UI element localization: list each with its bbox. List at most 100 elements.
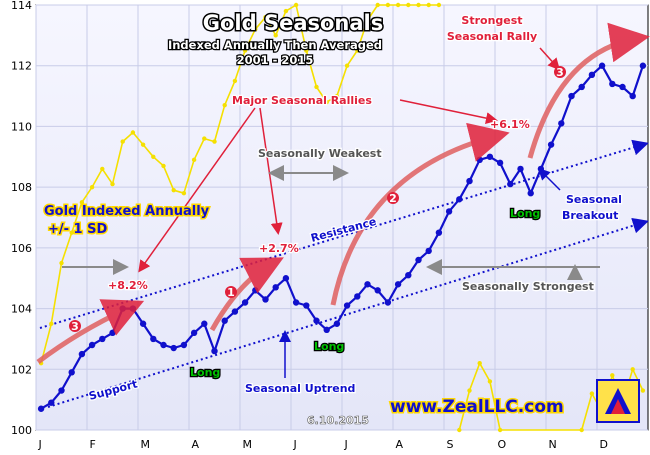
data-point	[252, 287, 259, 294]
data-point	[221, 317, 228, 324]
data-point	[170, 344, 177, 352]
data-point	[467, 388, 472, 393]
x-tick-label: A	[396, 438, 404, 451]
seasonally-weakest-label: Seasonally Weakest	[258, 147, 382, 160]
data-point	[253, 27, 258, 32]
data-point	[59, 260, 64, 266]
y-tick-label: 114	[11, 0, 32, 12]
data-point	[88, 341, 96, 349]
data-point	[201, 320, 208, 327]
data-point	[130, 130, 136, 135]
data-point	[374, 287, 381, 294]
pointer-rally-1	[138, 107, 256, 273]
data-point	[68, 369, 75, 376]
data-point	[579, 427, 584, 433]
data-point	[303, 302, 310, 309]
x-tick-label: A	[192, 438, 200, 451]
y-tick-label: 104	[11, 303, 32, 316]
x-tick-label: J	[293, 438, 297, 451]
data-point	[37, 405, 45, 412]
pointer-rally-3	[399, 99, 498, 125]
legend-gold-label: Gold Indexed Annually	[44, 204, 210, 219]
data-point	[610, 373, 615, 378]
data-point	[547, 141, 555, 148]
data-point	[171, 187, 176, 193]
x-tick-label: J	[38, 438, 42, 451]
data-point	[639, 62, 647, 69]
breakout-pointer	[537, 167, 561, 191]
data-point	[181, 191, 187, 196]
data-point	[354, 293, 361, 300]
data-point	[212, 139, 217, 144]
seasonal-breakout-label-1: Seasonal	[566, 193, 622, 206]
badge-2: 2	[387, 192, 399, 205]
data-point	[457, 427, 462, 433]
rally-arc-4	[527, 22, 650, 159]
x-tick-label: M	[141, 438, 151, 451]
data-point	[140, 142, 146, 147]
data-point	[496, 159, 504, 167]
data-point	[406, 2, 411, 8]
pct-label-1: +8.2%	[108, 279, 148, 292]
data-point	[609, 80, 616, 88]
data-point	[272, 284, 279, 291]
data-point	[110, 181, 115, 187]
data-point	[436, 2, 442, 8]
seasonally-strongest-label: Seasonally Strongest	[462, 280, 594, 293]
strongest-rally-label-1: Strongest	[461, 14, 522, 27]
data-point	[394, 281, 402, 288]
pct-label-3: +6.1%	[490, 118, 530, 131]
data-point	[466, 177, 473, 185]
data-point	[415, 256, 422, 264]
data-point	[629, 92, 636, 100]
badge-3a: 3	[69, 320, 81, 333]
data-point	[69, 230, 74, 235]
badge-1: 1	[225, 286, 237, 299]
data-point	[445, 208, 453, 215]
x-tick-label: J	[344, 438, 348, 451]
data-point	[78, 350, 86, 358]
x-tick-label: N	[549, 438, 557, 451]
data-point	[395, 2, 401, 8]
data-point	[120, 139, 125, 144]
data-point	[425, 247, 432, 255]
x-tick-label: O	[498, 438, 507, 451]
data-point	[313, 317, 320, 324]
series-line-1	[40, 4, 439, 364]
data-point	[355, 48, 360, 53]
data-point	[241, 299, 249, 306]
data-point	[262, 296, 269, 303]
data-point	[314, 84, 319, 90]
data-point	[619, 83, 626, 91]
data-point	[426, 2, 431, 8]
data-point	[151, 154, 156, 159]
data-point	[180, 341, 188, 349]
data-point	[283, 8, 289, 14]
data-point	[476, 156, 483, 164]
data-point	[49, 321, 54, 326]
data-point	[232, 78, 238, 84]
data-point	[517, 165, 524, 173]
data-point	[456, 196, 463, 203]
pointer-strongest	[539, 47, 561, 71]
data-point	[558, 120, 565, 127]
data-point	[161, 163, 166, 169]
y-tick-label: 110	[11, 120, 32, 133]
zeal-logo	[596, 379, 640, 423]
badge-2-text: 2	[389, 192, 397, 205]
y-tick-label: 108	[11, 181, 32, 194]
y-axis: 100 102 104 106 108 110 112 114	[11, 0, 32, 437]
data-point	[416, 2, 421, 8]
x-tick-label: S	[447, 438, 454, 451]
y-tick-label: 112	[11, 60, 32, 73]
data-point	[588, 71, 596, 79]
x-tick-label: D	[600, 438, 608, 451]
watermark: www.ZealLLC.com	[390, 397, 564, 417]
data-point	[263, 14, 268, 20]
badge-3b-text: 3	[556, 66, 564, 79]
data-point	[304, 48, 309, 53]
data-point	[211, 347, 218, 355]
data-point	[99, 335, 106, 343]
